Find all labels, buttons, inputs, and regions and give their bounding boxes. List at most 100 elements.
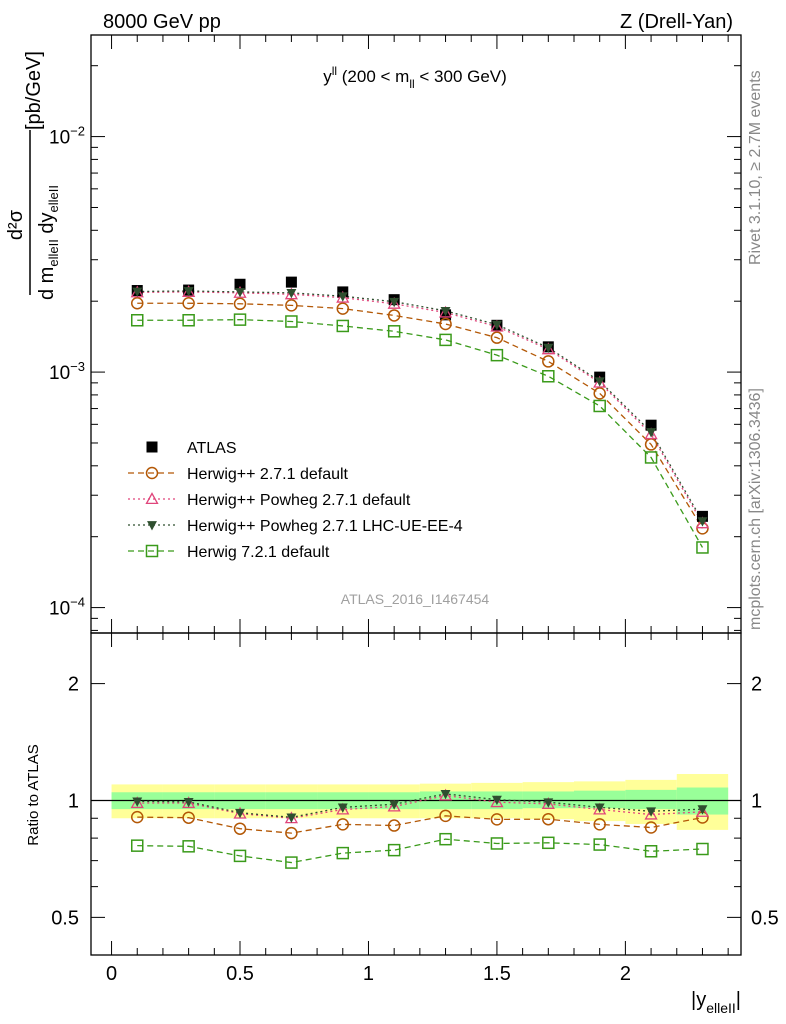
main-series-2-point [695,516,710,529]
main-series-3-point [697,517,708,527]
y-axis-numerator: d²σ [5,209,27,240]
rivet-version-label: Rivet 3.1.10, ≥ 2.7M events [747,70,764,265]
x-tick-label: 0.5 [226,963,254,985]
ratio-series-3-point [696,842,709,856]
ratio-series-2-point [286,813,297,823]
main-series-1-point [593,387,606,400]
ratio-y-tick-label-right: 2 [751,674,762,696]
ratio-y-axis-label: Ratio to ATLAS [25,744,42,845]
main-series-1-point [130,297,144,310]
ratio-y-tick-label: 1 [68,790,79,812]
ratio-series-1-point [695,804,710,817]
main-series-1-point [490,331,504,344]
ratio-series-0-point [233,822,247,835]
main-series-2-point [336,290,350,303]
main-series-4-point [336,319,350,333]
main-series-2-point [284,287,298,300]
main-plot-area: 10−2 10−3 10−4 [49,34,742,634]
main-series-4-point [696,541,709,554]
main-series-1-point [233,297,247,311]
legend-marker-2 [145,492,159,505]
main-y-tick-label: 10−3 [49,359,85,384]
ratio-series-line-1 [137,794,703,819]
legend-label-0: ATLAS [187,440,237,457]
main-series-1-point [182,297,195,310]
main-series-1-point [285,299,298,312]
ratio-series-0-point [182,811,195,824]
ratio-y-tick-label: 0.5 [51,907,79,929]
ratio-series-1-point [182,796,196,809]
legend-label-1: Herwig++ 2.7.1 default [187,466,349,483]
main-series-line-3 [137,290,704,522]
ratio-y-tick-label: 2 [68,674,79,696]
legend-marker-3 [147,521,157,531]
ratio-inner-band [574,790,626,809]
main-series-4-point [387,325,401,338]
ratio-series-2-point [491,795,502,806]
ratio-series-2-point [697,805,708,815]
ratio-series-2-point [132,797,143,807]
ratio-series-2-point [543,798,554,808]
main-series-3-point [440,306,451,317]
main-series-3-point [491,320,502,331]
ratio-series-1-point [541,797,555,809]
main-series-3-point [543,343,554,354]
main-series-2-point [490,319,504,332]
main-series-2-point [644,427,658,440]
ratio-series-line-2 [137,793,703,818]
legend-label-2: Herwig++ Powheg 2.7.1 default [187,492,411,509]
ratio-series-1-point [387,799,401,812]
ratio-plot-frame [90,632,742,956]
ratio-series-0-point [490,813,504,826]
ratio-series-3-point [130,839,144,852]
ratio-series-1-point [130,796,144,809]
main-series-2-point [438,305,453,318]
x-tick-label: 1.5 [483,963,511,985]
main-series-3-point [183,287,194,297]
ratio-series-0-point [593,818,606,831]
ratio-series-3-point [490,837,504,850]
y-axis-denominator: d melleII dyelleII [36,185,61,300]
main-series-line-4 [137,318,704,548]
legend: ATLAS Herwig++ 2.7.1 default Herwig++ Powh… [128,440,463,561]
legend-label-3: Herwig++ Powheg 2.7.1 LHC-UE-EE-4 [187,518,463,535]
main-series-4-point [233,313,247,326]
main-series-2-point [541,342,555,355]
y-axis-unit: [pb/GeV] [23,51,45,130]
main-y-tick-label: 10−4 [49,595,85,620]
main-series-4-point [490,348,504,362]
ratio-inner-band [625,789,677,810]
ratio-y-tick-label-right: 0.5 [751,907,779,929]
ratio-series-0-point [336,818,350,831]
ratio-series-2-point [440,790,451,800]
main-series-0-point [696,510,708,522]
ratio-series-0-point [130,810,144,824]
x-tick-label: 1 [363,963,374,985]
main-series-4-point [130,314,144,327]
main-series-0-point [234,278,246,290]
ratio-series-0-point [387,819,401,832]
main-series-3-point [646,428,657,438]
ratio-series-0-point [644,821,658,834]
ratio-series-3-point [644,845,658,858]
ratio-series-2-point [594,803,605,813]
main-series-3-point [594,377,605,387]
ratio-series-3-point [387,843,401,857]
main-series-3-point [389,297,400,308]
header-right: Z (Drell-Yan) [620,11,733,33]
ratio-series-0-point [439,809,452,823]
main-series-3-point [132,287,143,297]
main-series-line-2 [137,291,704,524]
ratio-series-3-point [593,838,606,851]
main-series-4-point [182,314,195,327]
main-series-3-point [286,289,297,299]
ratio-series-2-point [389,800,400,810]
ratio-series-0-point [542,812,555,826]
legend-label-4: Herwig 7.2.1 default [187,544,330,561]
main-series-4-point [644,451,658,464]
ratio-series-3-point [542,836,555,850]
mcplots-label: mcplots.cern.ch [arXiv:1306.3436] [747,388,764,630]
ratio-series-3-point [439,832,452,846]
